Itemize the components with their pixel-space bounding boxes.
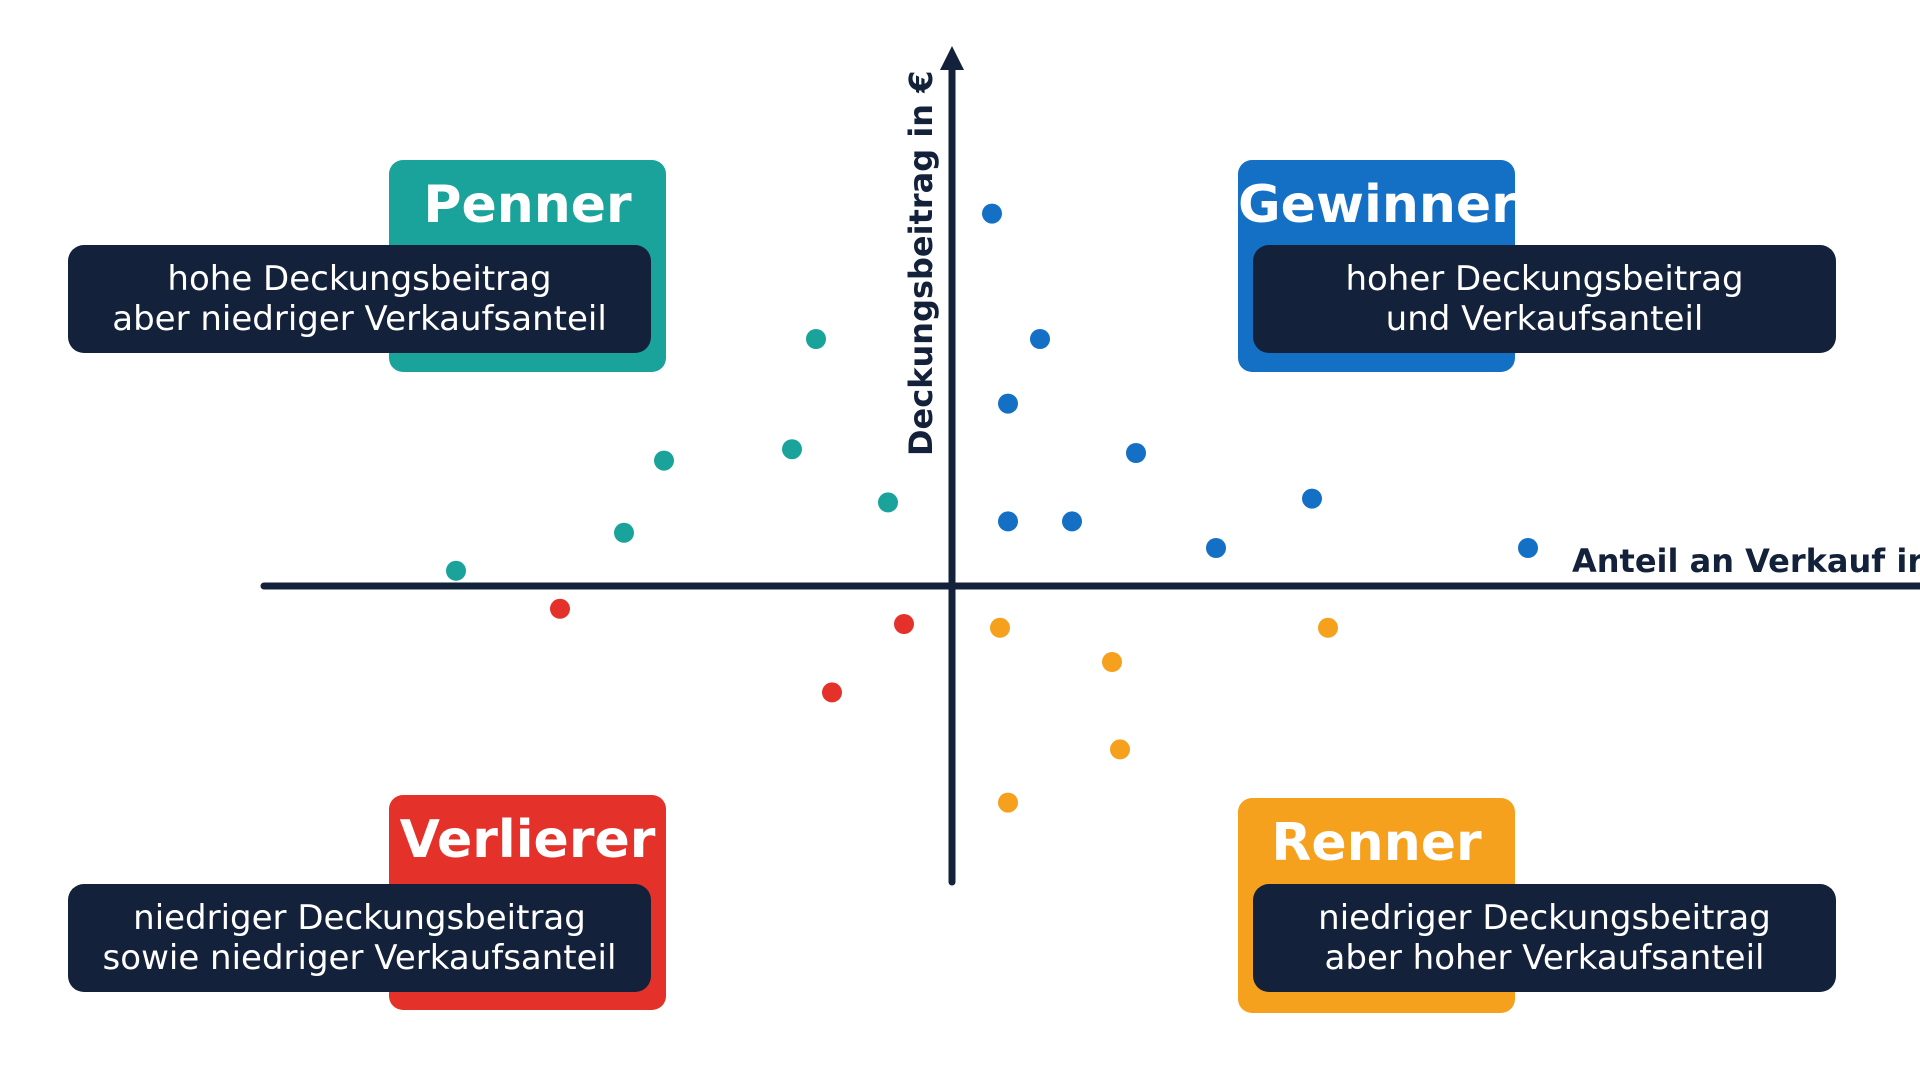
renner-desc-line2: aber hoher Verkaufsanteil	[1324, 938, 1765, 978]
y-axis-arrowhead	[940, 46, 964, 70]
verlierer-desc-line2: sowie niedriger Verkaufsanteil	[102, 938, 617, 978]
gewinner-point-3	[998, 393, 1018, 414]
gewinner-point-5	[998, 511, 1018, 532]
penner-point-6	[878, 492, 898, 513]
gewinner-point-2	[1030, 329, 1050, 349]
verlierer-desc-line1: niedriger Deckungsbeitrag	[133, 898, 586, 938]
gewinner-desc-line2: und Verkaufsanteil	[1385, 299, 1704, 339]
scatter-points	[446, 203, 1538, 813]
gewinner-description: hoher Deckungsbeitrag und Verkaufsanteil	[1253, 245, 1836, 353]
penner-point-5	[782, 439, 802, 460]
renner-point-5	[998, 792, 1018, 813]
penner-description: hohe Deckungsbeitrag aber niedriger Verk…	[68, 245, 651, 353]
gewinner-point-4	[1126, 443, 1146, 463]
penner-desc-line2: aber niedriger Verkaufsanteil	[112, 299, 607, 339]
penner-desc-line1: hohe Deckungsbeitrag	[167, 259, 552, 299]
renner-point-3	[1318, 617, 1338, 638]
verlierer-description: niedriger Deckungsbeitrag sowie niedrige…	[68, 884, 651, 992]
renner-point-1	[990, 617, 1010, 638]
x-axis-label: Anteil an Verkauf ir	[1572, 542, 1920, 580]
renner-point-2	[1102, 652, 1122, 672]
penner-point-3	[654, 450, 674, 471]
renner-description: niedriger Deckungsbeitrag aber hoher Ver…	[1253, 884, 1836, 992]
gewinner-point-9	[1518, 538, 1538, 558]
verlierer-point-1	[550, 598, 570, 619]
gewinner-point-8	[1302, 488, 1322, 509]
gewinner-point-1	[982, 203, 1002, 224]
renner-point-4	[1110, 739, 1130, 760]
verlierer-point-3	[822, 682, 842, 703]
verlierer-point-2	[894, 614, 914, 634]
gewinner-point-7	[1206, 538, 1226, 558]
gewinner-point-6	[1062, 511, 1082, 532]
y-axis-label: Deckungsbeitrag in €	[902, 71, 940, 456]
gewinner-desc-line1: hoher Deckungsbeitrag	[1345, 259, 1744, 299]
renner-desc-line1: niedriger Deckungsbeitrag	[1318, 898, 1771, 938]
penner-point-4	[806, 329, 826, 349]
penner-point-2	[614, 522, 634, 543]
penner-point-1	[446, 560, 466, 581]
